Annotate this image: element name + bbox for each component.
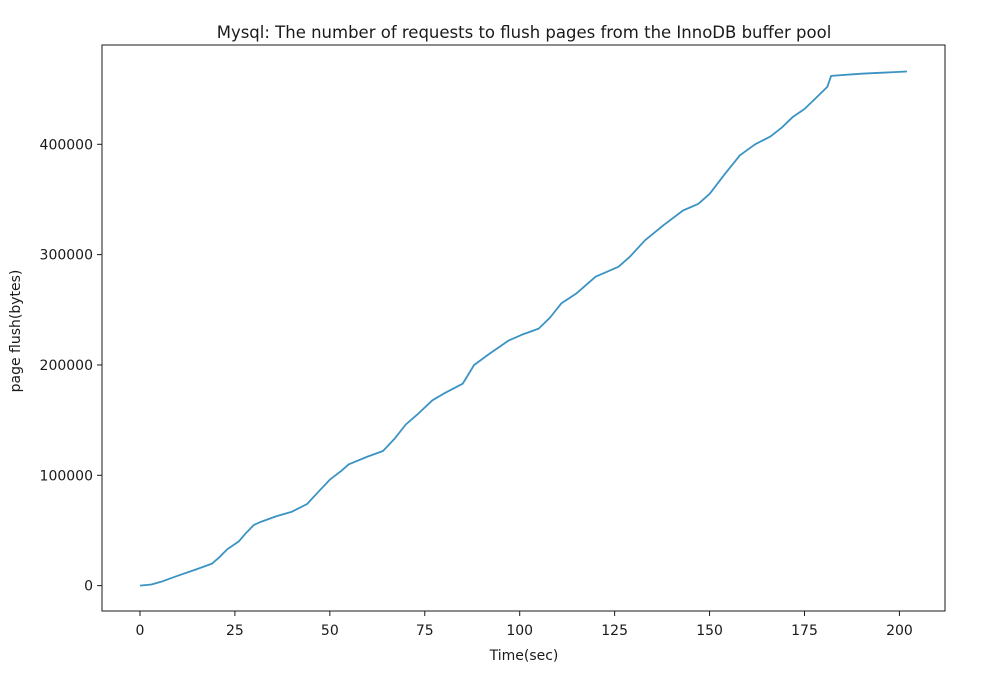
x-tick-label: 200 [886, 623, 913, 639]
series-line [139, 70, 908, 587]
x-tick-label: 175 [791, 623, 818, 639]
y-tick-label: 200000 [40, 358, 93, 374]
y-tick-label: 400000 [40, 137, 93, 153]
plot-frame [101, 44, 946, 612]
x-axis-label: Time(sec) [489, 648, 559, 664]
y-tick-label: 0 [84, 579, 93, 595]
chart-title: Mysql: The number of requests to flush p… [217, 23, 832, 42]
x-tick-label: 50 [321, 623, 339, 639]
x-tick-label: 75 [416, 623, 434, 639]
x-tick-label: 25 [226, 623, 244, 639]
x-tick-label: 150 [696, 623, 723, 639]
x-tick-label: 125 [601, 623, 628, 639]
y-tick-label: 300000 [40, 248, 93, 264]
x-axis: 0 25 50 75 100 125 150 175 200 [136, 611, 913, 639]
x-tick-label: 100 [506, 623, 533, 639]
y-tick-label: 100000 [40, 468, 93, 484]
y-axis: 0 100000 200000 300000 400000 [40, 137, 102, 595]
y-axis-label: page flush(bytes) [8, 270, 24, 393]
x-tick-label: 0 [136, 623, 145, 639]
series-layer [139, 70, 908, 587]
